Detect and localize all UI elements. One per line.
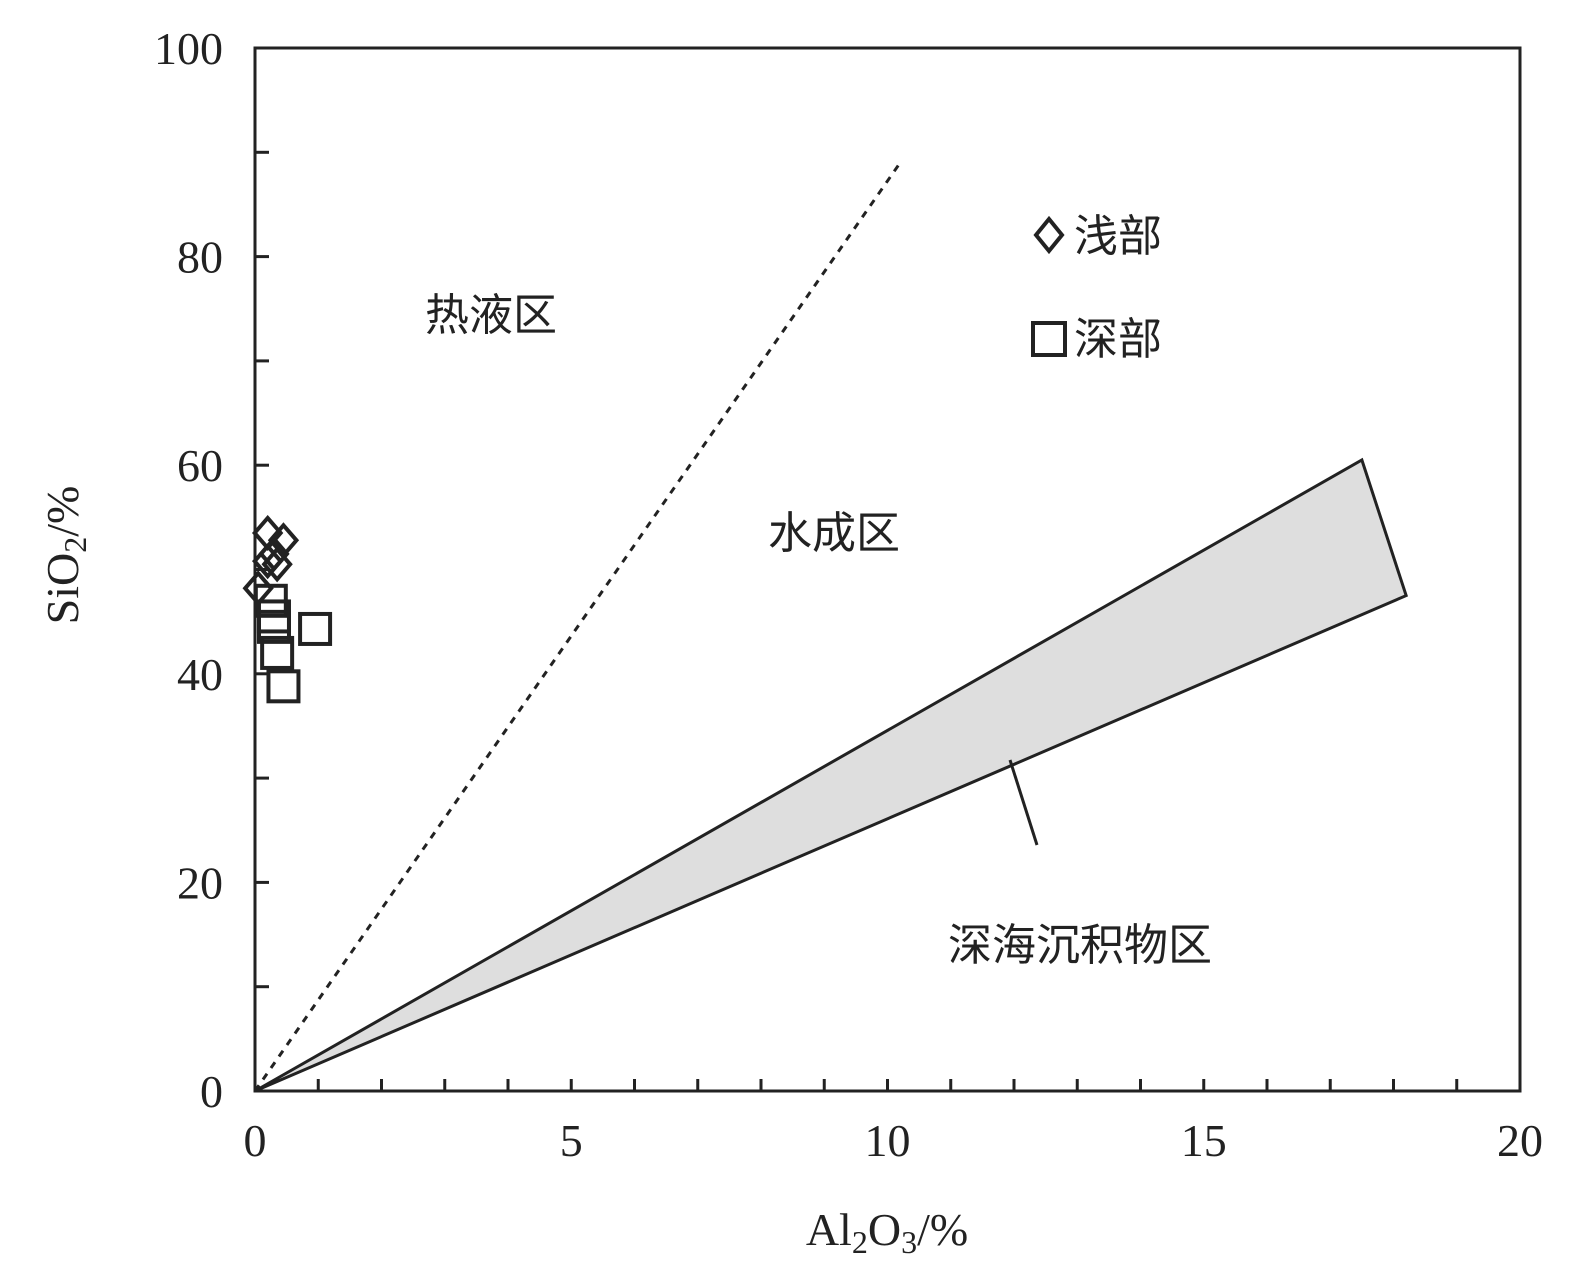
y-tick-label: 100: [154, 23, 223, 74]
y-tick-label: 60: [177, 440, 223, 491]
legend: 浅部 深部: [1031, 211, 1162, 365]
x-tick-label: 0: [244, 1115, 267, 1166]
deep-sea-pointer-line: [1008, 759, 1039, 846]
deep-point: [298, 611, 333, 646]
shallow-point: [261, 546, 293, 583]
x-axis-title: Al2O3/%: [806, 1204, 968, 1260]
deep-point: [266, 669, 301, 704]
legend-label-deep: 深部: [1074, 314, 1162, 365]
legend-square-marker: [1031, 321, 1067, 357]
y-tick-label: 80: [177, 232, 223, 283]
y-tick-label: 20: [177, 857, 223, 908]
y-tick-label: 0: [200, 1066, 223, 1117]
region-label-hydrogenous: 水成区: [768, 508, 900, 559]
legend-item-shallow: 浅部: [1033, 211, 1162, 262]
region-label-hydrothermal: 热液区: [425, 290, 557, 341]
legend-label-shallow: 浅部: [1074, 211, 1162, 262]
x-tick-label: 5: [560, 1115, 583, 1166]
y-tick-label: 40: [177, 649, 223, 700]
x-tick-label: 20: [1497, 1115, 1543, 1166]
plot-frame: [253, 46, 1522, 1093]
shallow-point: [252, 543, 284, 580]
legend-item-deep: 深部: [1031, 314, 1162, 365]
deep-point: [260, 635, 295, 670]
x-tick-label: 15: [1181, 1115, 1227, 1166]
hydrothermal-boundary-line: [253, 161, 902, 1092]
y-axis-title: SiO2/%: [37, 486, 93, 625]
region-label-deep-sea: 深海沉积物区: [948, 920, 1212, 971]
ticks-layer: 0 5 10 15 20 0 20 40 60 80 100: [154, 23, 1543, 1166]
marks-layer: [242, 514, 333, 704]
plot-layer: [253, 161, 1409, 1093]
legend-diamond-marker: [1033, 215, 1065, 255]
x-tick-label: 10: [865, 1115, 911, 1166]
deep-point: [256, 609, 291, 644]
deep-sea-region-wedge: [254, 457, 1409, 1093]
